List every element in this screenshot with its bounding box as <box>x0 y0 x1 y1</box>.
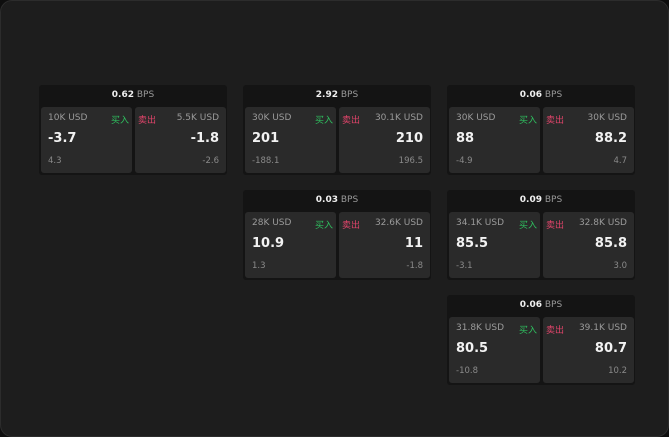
buy-label: 买入 <box>518 221 537 231</box>
bid-change: -10.8 <box>456 366 478 376</box>
quote-panel: 2.92 BPS 30K USD 买入 201 -188.1 30.1K USD… <box>243 85 431 175</box>
bid-quantity: 34.1K USD <box>456 218 505 228</box>
bid-change: -4.9 <box>456 156 473 166</box>
buy-label: 买入 <box>518 116 537 126</box>
quote-panel: 0.03 BPS 28K USD 买入 10.9 1.3 32.6K USD 卖… <box>243 190 431 280</box>
spread-value: 0.06 <box>519 300 542 310</box>
buy-card[interactable]: 34.1K USD 买入 85.5 -3.1 <box>449 212 540 278</box>
spread-unit: BPS <box>544 90 563 100</box>
ask-change: -2.6 <box>202 156 219 166</box>
ask-price: 80.7 <box>594 341 627 356</box>
buy-card[interactable]: 10K USD 买入 -3.7 4.3 <box>41 107 132 173</box>
bid-change: -188.1 <box>252 156 280 166</box>
bid-quantity: 28K USD <box>252 218 292 228</box>
quote-panel: 0.06 BPS 31.8K USD 买入 80.5 -10.8 39.1K U… <box>447 295 635 385</box>
buy-label: 买入 <box>314 116 333 126</box>
bid-quantity: 10K USD <box>48 113 88 123</box>
sell-label: 卖出 <box>546 116 565 126</box>
bid-change: 1.3 <box>252 261 266 271</box>
bid-price: 10.9 <box>252 236 285 251</box>
sell-card[interactable]: 5.5K USD 卖出 -1.8 -2.6 <box>135 107 226 173</box>
sell-label: 卖出 <box>546 326 565 336</box>
buy-label: 买入 <box>518 326 537 336</box>
spread-header: 2.92 BPS <box>243 85 431 106</box>
buy-label: 买入 <box>110 116 129 126</box>
spread-value: 2.92 <box>315 90 338 100</box>
ask-quantity: 30K USD <box>587 113 627 123</box>
spread-unit: BPS <box>136 90 155 100</box>
ask-quantity: 5.5K USD <box>176 113 219 123</box>
ask-change: 196.5 <box>398 156 423 166</box>
sell-label: 卖出 <box>342 116 361 126</box>
bid-change: -3.1 <box>456 261 473 271</box>
quote-panel: 0.09 BPS 34.1K USD 买入 85.5 -3.1 32.8K US… <box>447 190 635 280</box>
bid-quantity: 31.8K USD <box>456 323 505 333</box>
ask-quantity: 32.8K USD <box>578 218 627 228</box>
buy-card[interactable]: 30K USD 买入 201 -188.1 <box>245 107 336 173</box>
ask-quantity: 30.1K USD <box>374 113 423 123</box>
spread-value: 0.03 <box>315 195 338 205</box>
buy-label: 买入 <box>314 221 333 231</box>
sell-label: 卖出 <box>342 221 361 231</box>
bid-price: 88 <box>456 131 475 146</box>
spread-header: 0.62 BPS <box>39 85 227 106</box>
sell-card[interactable]: 32.6K USD 卖出 11 -1.8 <box>339 212 430 278</box>
ask-quantity: 32.6K USD <box>374 218 423 228</box>
ask-price: 210 <box>395 131 423 146</box>
ask-price: 11 <box>404 236 423 251</box>
sell-card[interactable]: 30K USD 卖出 88.2 4.7 <box>543 107 634 173</box>
sell-label: 卖出 <box>138 116 157 126</box>
ask-change: 4.7 <box>613 156 627 166</box>
bid-quantity: 30K USD <box>456 113 496 123</box>
spread-value: 0.09 <box>519 195 542 205</box>
sell-card[interactable]: 30.1K USD 卖出 210 196.5 <box>339 107 430 173</box>
buy-card[interactable]: 31.8K USD 买入 80.5 -10.8 <box>449 317 540 383</box>
ask-quantity: 39.1K USD <box>578 323 627 333</box>
spread-unit: BPS <box>544 195 563 205</box>
ask-change: -1.8 <box>406 261 423 271</box>
spread-value: 0.62 <box>111 90 134 100</box>
ask-price: 85.8 <box>594 236 627 251</box>
spread-header: 0.06 BPS <box>447 295 635 316</box>
spread-header: 0.06 BPS <box>447 85 635 106</box>
ask-change: 3.0 <box>613 261 627 271</box>
spread-unit: BPS <box>340 195 359 205</box>
ask-change: 10.2 <box>608 366 627 376</box>
sell-label: 卖出 <box>546 221 565 231</box>
ask-price: 88.2 <box>594 131 627 146</box>
spread-value: 0.06 <box>519 90 542 100</box>
bid-price: 80.5 <box>456 341 489 356</box>
spread-header: 0.09 BPS <box>447 190 635 211</box>
ask-price: -1.8 <box>190 131 219 146</box>
quote-panel: 0.62 BPS 10K USD 买入 -3.7 4.3 5.5K USD 卖出… <box>39 85 227 175</box>
spread-unit: BPS <box>544 300 563 310</box>
quote-panel: 0.06 BPS 30K USD 买入 88 -4.9 30K USD 卖出 8… <box>447 85 635 175</box>
sell-card[interactable]: 32.8K USD 卖出 85.8 3.0 <box>543 212 634 278</box>
buy-card[interactable]: 30K USD 买入 88 -4.9 <box>449 107 540 173</box>
spread-unit: BPS <box>340 90 359 100</box>
spread-header: 0.03 BPS <box>243 190 431 211</box>
bid-price: -3.7 <box>48 131 77 146</box>
bid-quantity: 30K USD <box>252 113 292 123</box>
bid-change: 4.3 <box>48 156 62 166</box>
bid-price: 201 <box>252 131 280 146</box>
bid-price: 85.5 <box>456 236 489 251</box>
sell-card[interactable]: 39.1K USD 卖出 80.7 10.2 <box>543 317 634 383</box>
buy-card[interactable]: 28K USD 买入 10.9 1.3 <box>245 212 336 278</box>
